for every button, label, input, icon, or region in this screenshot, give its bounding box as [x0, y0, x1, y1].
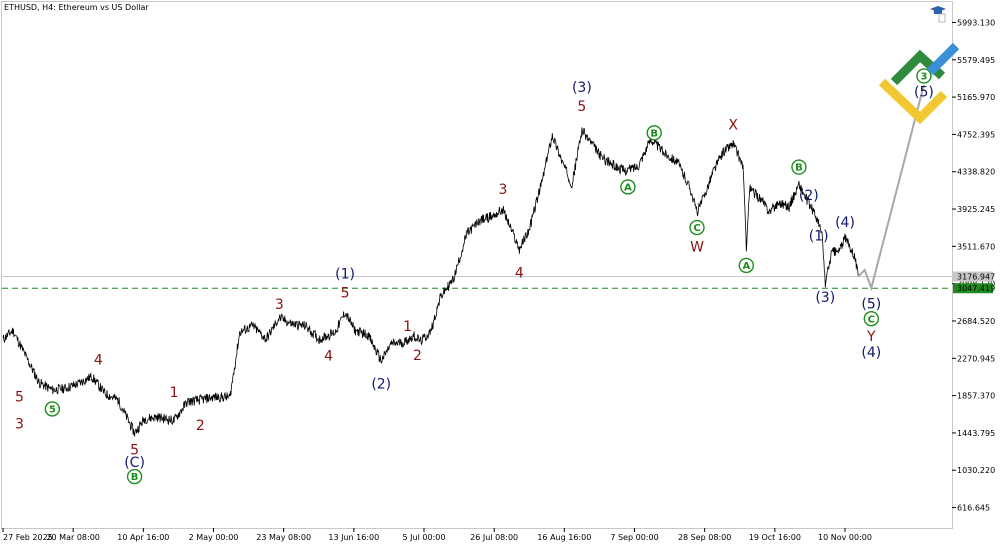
wave-label: 1 [403, 319, 412, 335]
wave-label: 3 [275, 297, 284, 313]
wave-label: (4) [861, 345, 881, 361]
scroll-icon[interactable] [938, 13, 946, 23]
wave-label: (4) [835, 215, 855, 231]
wave-label: 3 [15, 416, 24, 432]
wave-label: A [742, 261, 750, 272]
brand-logo-icon [878, 42, 960, 125]
wave-label: A [624, 183, 632, 194]
wave-label: 5 [15, 389, 24, 405]
support-price-label: 3047.419 [957, 284, 995, 293]
y-tick-label: 1443.795 [957, 429, 995, 438]
current-price-tag [953, 271, 993, 282]
x-tick-label: 28 Sep 08:00 [678, 533, 731, 542]
projection-line [857, 84, 925, 292]
y-tick-label: 1857.370 [957, 392, 995, 401]
wave-label: (2) [371, 377, 391, 393]
wave-label: (2) [799, 188, 819, 204]
price-line [2, 127, 859, 437]
wave-label: 2 [196, 418, 205, 434]
y-tick-label: 3925.245 [957, 205, 995, 214]
wave-label: 5 [341, 286, 350, 302]
support-price-tag [953, 283, 993, 294]
wave-label: (C) [124, 455, 145, 471]
wave-label-circle [863, 310, 880, 327]
chart-title: ETHUSD, H4: Ethereum vs US Dollar [4, 3, 149, 12]
plot-area-frame [1, 1, 953, 529]
wave-label: C [693, 223, 700, 234]
wave-label: X [728, 118, 738, 134]
x-tick-label: 23 May 08:00 [256, 533, 311, 542]
wave-label: 3 [498, 182, 507, 198]
y-tick-label: 5579.495 [957, 56, 995, 65]
wave-label-circle [916, 68, 932, 84]
x-tick-label: 5 Jul 00:00 [403, 533, 446, 542]
wave-label-circle [126, 468, 143, 485]
wave-label: 4 [324, 349, 333, 365]
y-tick-label: 2684.520 [957, 317, 995, 326]
wave-label: (5) [861, 296, 881, 312]
y-tick-label: 2270.945 [957, 354, 995, 363]
wave-label: B [131, 472, 139, 483]
wave-label-circle [646, 125, 662, 141]
y-tick-label: 1030.220 [957, 466, 995, 475]
price-series [2, 84, 925, 437]
wave-label-circle [791, 159, 807, 175]
wave-label-circle [689, 219, 705, 236]
price-axis: 5993.130 5579.495 5165.970 4752.395 4338.820… [952, 18, 995, 513]
wave-label: 4 [515, 266, 524, 282]
wave-label: 5 [577, 99, 586, 115]
y-tick-label: 3511.670 [957, 242, 995, 251]
wave-label: W [690, 240, 704, 256]
wave-label: (3) [572, 80, 592, 96]
wave-label: 4 [94, 352, 103, 368]
svg-text:t: t [933, 6, 936, 15]
current-price-label: 3176.947 [957, 273, 995, 282]
wave-label: 5 [49, 405, 56, 416]
x-tick-label: 10 Apr 16:00 [117, 533, 169, 542]
education-cap-icon[interactable] [930, 6, 946, 14]
y-tick-label: 616.645 [957, 504, 990, 513]
wave-labels: 534125(C)B345(1)12(2)345(3)ABCWXAB(2)(1)… [15, 68, 934, 485]
wave-label: B [650, 128, 658, 139]
wave-label: (1) [335, 267, 355, 283]
wave-label: B [795, 163, 803, 174]
wave-label: (1) [809, 229, 829, 245]
price-levels: 3176.947 3047.419 [2, 271, 995, 294]
wave-label: 2 [413, 348, 422, 364]
wave-label-circle [738, 257, 755, 274]
y-tick-label: 4752.395 [957, 130, 995, 139]
wave-label: 3 [920, 72, 927, 83]
wave-label-circle [44, 401, 61, 417]
x-tick-label: 2 May 00:00 [189, 533, 239, 542]
x-tick-label: 27 Feb 2025 [3, 533, 53, 542]
wave-label: 1 [170, 385, 179, 401]
x-tick-label: 16 Aug 16:00 [537, 533, 591, 542]
wave-label: (5) [914, 84, 934, 100]
y-tick-label: 5993.130 [957, 18, 995, 27]
x-tick-label: 13 Jun 16:00 [328, 533, 379, 542]
y-tick-label: 4338.820 [957, 168, 995, 177]
y-tick-label: 5165.970 [957, 93, 995, 102]
x-tick-label: 20 Mar 08:00 [46, 533, 99, 542]
x-tick-label: 26 Jul 08:00 [470, 533, 518, 542]
wave-label: 5 [130, 443, 139, 459]
wave-label: C [868, 314, 875, 325]
x-tick-label: 10 Nov 00:00 [818, 533, 872, 542]
x-tick-label: 19 Oct 16:00 [749, 533, 801, 542]
wave-label: Y [866, 329, 876, 345]
wave-label: (3) [815, 290, 835, 306]
tick-marker-icon[interactable]: t [933, 6, 936, 15]
x-tick-label: 7 Sep 00:00 [610, 533, 658, 542]
wave-label-circle [620, 179, 636, 195]
